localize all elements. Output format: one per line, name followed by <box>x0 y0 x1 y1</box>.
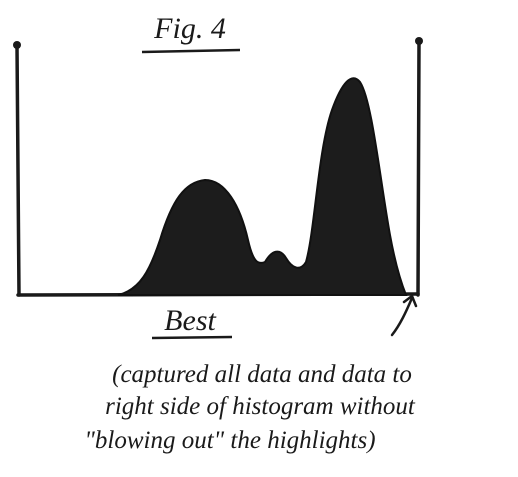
label-underline <box>152 337 232 338</box>
caption-line: right side of histogram without <box>105 393 416 420</box>
page: {"title": "Fig. 4", "label": "Best", "ca… <box>0 0 518 477</box>
caption-line: (captured all data and data to <box>112 361 412 388</box>
frame-cap <box>415 37 423 45</box>
diagram: Fig. 4 Best (captured all data and data … <box>0 0 518 477</box>
figure-title: Fig. 4 <box>153 12 226 45</box>
histogram-label: Best <box>164 304 216 337</box>
title-underline <box>142 50 240 52</box>
histogram-shape <box>118 78 406 295</box>
caption-line: "blowing out" the highlights) <box>84 427 375 454</box>
frame-cap <box>13 41 21 49</box>
arrow <box>392 296 416 335</box>
